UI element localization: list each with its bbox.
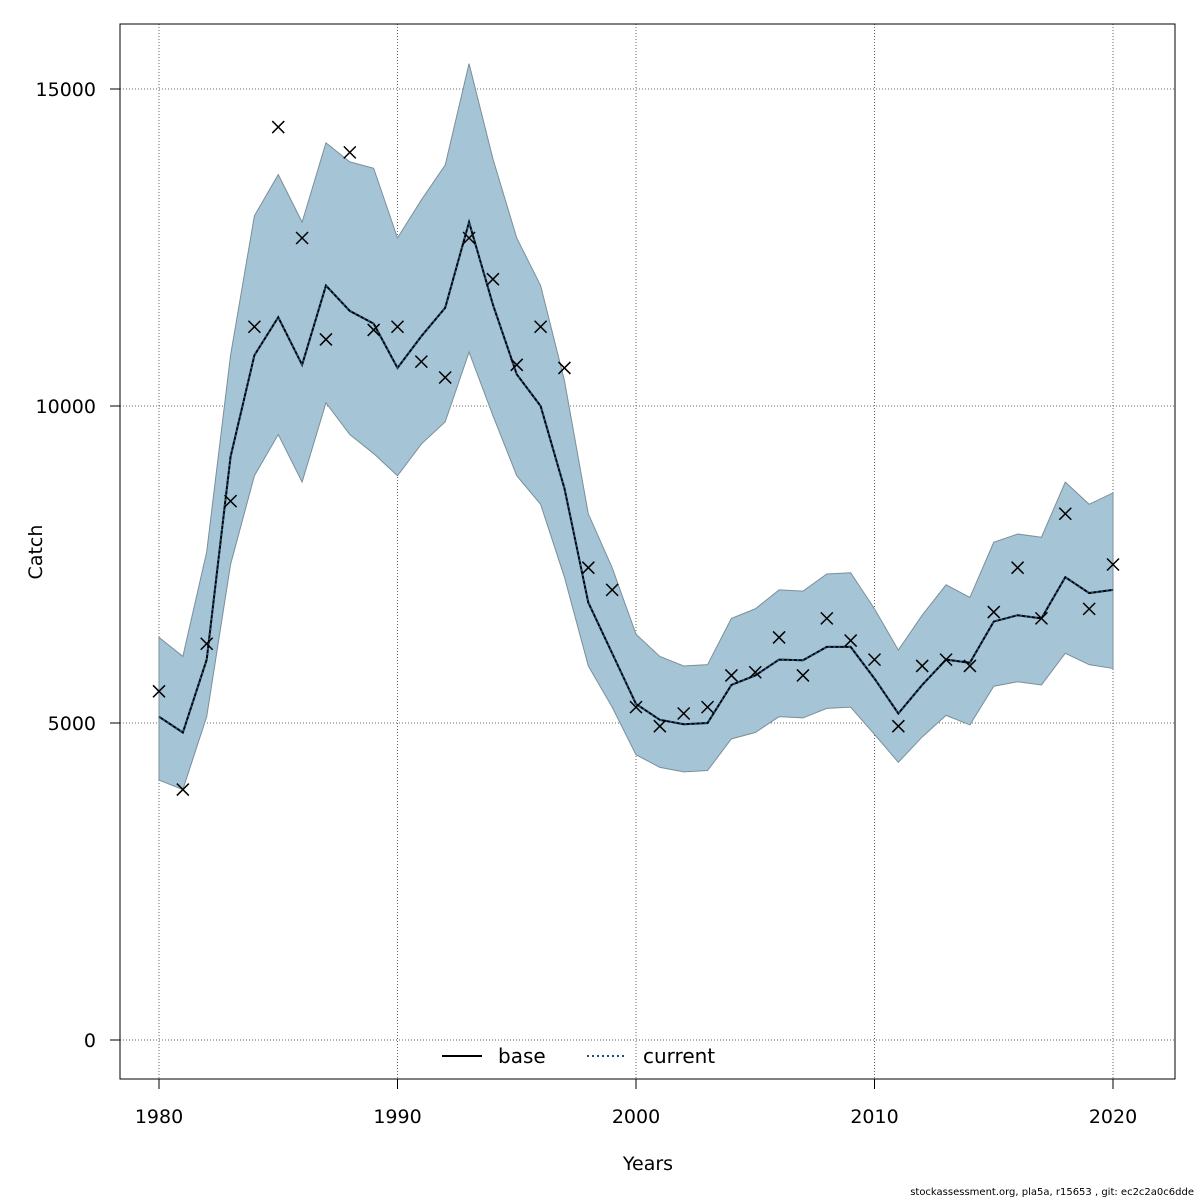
x-tick-label: 1980 [135,1106,183,1128]
confidence-band-layer [158,63,1114,791]
y-tick-label: 15000 [36,79,96,101]
legend: base current [442,1044,715,1068]
observed-point [820,611,834,625]
observed-point [915,659,929,673]
series-line-current [158,218,1114,735]
observed-points-layer [152,120,1120,797]
footer-credit: stockassessment.org, pla5a, r15653 , git… [910,1187,1194,1198]
observed-point [1011,561,1025,575]
observed-point [724,668,738,682]
observed-point [152,684,166,698]
x-tick-label: 2010 [850,1106,898,1128]
observed-point [200,637,214,651]
y-tick-label: 10000 [36,396,96,418]
legend-base-label: base [498,1044,546,1068]
y-tick-label: 0 [84,1030,96,1052]
observed-point [677,706,691,721]
observed-point [772,630,786,644]
observed-point [486,272,500,286]
observed-point [319,332,333,346]
observed-point [510,358,524,372]
observed-point [701,700,715,714]
observed-point [867,653,882,667]
observed-point [844,634,858,648]
grid-lines [120,24,1175,1079]
observed-point [557,361,571,375]
axes: 1980 1990 2000 2010 2020 0 5000 10000 15000 [36,79,1138,1128]
observed-point [224,494,238,508]
observed-point [176,783,190,797]
observed-point [963,659,977,673]
x-tick-label: 1990 [373,1106,421,1128]
observed-point [796,668,810,682]
x-axis-title: Years [622,1153,673,1175]
x-tick-label: 2000 [612,1106,660,1128]
observed-point [987,605,1001,619]
observed-point [534,320,548,334]
observed-point [1082,602,1096,616]
x-tick-label: 2020 [1089,1106,1137,1128]
observed-point [390,320,405,334]
y-tick-label: 5000 [48,713,96,735]
observed-point [247,320,261,334]
observed-point [1034,611,1048,625]
observed-point [295,231,309,245]
y-axis-title: Catch [25,525,47,580]
observed-point [1106,557,1120,572]
observed-point [891,719,905,733]
observed-point [1058,507,1072,521]
observed-point [605,583,619,597]
confidence-band [158,63,1114,791]
legend-current-label: current [643,1044,715,1068]
observed-point [748,665,762,679]
series-layer [158,218,1114,735]
observed-point [367,323,381,337]
observed-point [939,653,953,667]
observed-point [271,120,285,134]
observed-point [581,561,595,575]
observed-point [414,355,428,369]
observed-point [462,231,476,245]
observed-point [653,719,667,733]
observed-point [629,700,643,714]
observed-point [343,145,357,159]
observed-point [438,370,452,385]
